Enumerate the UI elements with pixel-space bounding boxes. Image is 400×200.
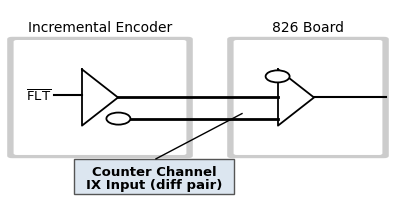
Circle shape [106,113,130,125]
FancyBboxPatch shape [227,38,389,158]
Text: Incremental Encoder: Incremental Encoder [28,21,172,35]
FancyBboxPatch shape [74,159,234,194]
FancyBboxPatch shape [14,41,186,155]
Text: 826 Board: 826 Board [272,21,344,35]
FancyBboxPatch shape [7,38,193,158]
Text: Counter Channel: Counter Channel [92,165,216,178]
Text: $\overline{\mathregular{FLT}}$: $\overline{\mathregular{FLT}}$ [26,88,51,104]
Text: IX Input (diff pair): IX Input (diff pair) [86,178,222,191]
Circle shape [266,71,290,83]
FancyBboxPatch shape [234,41,382,155]
